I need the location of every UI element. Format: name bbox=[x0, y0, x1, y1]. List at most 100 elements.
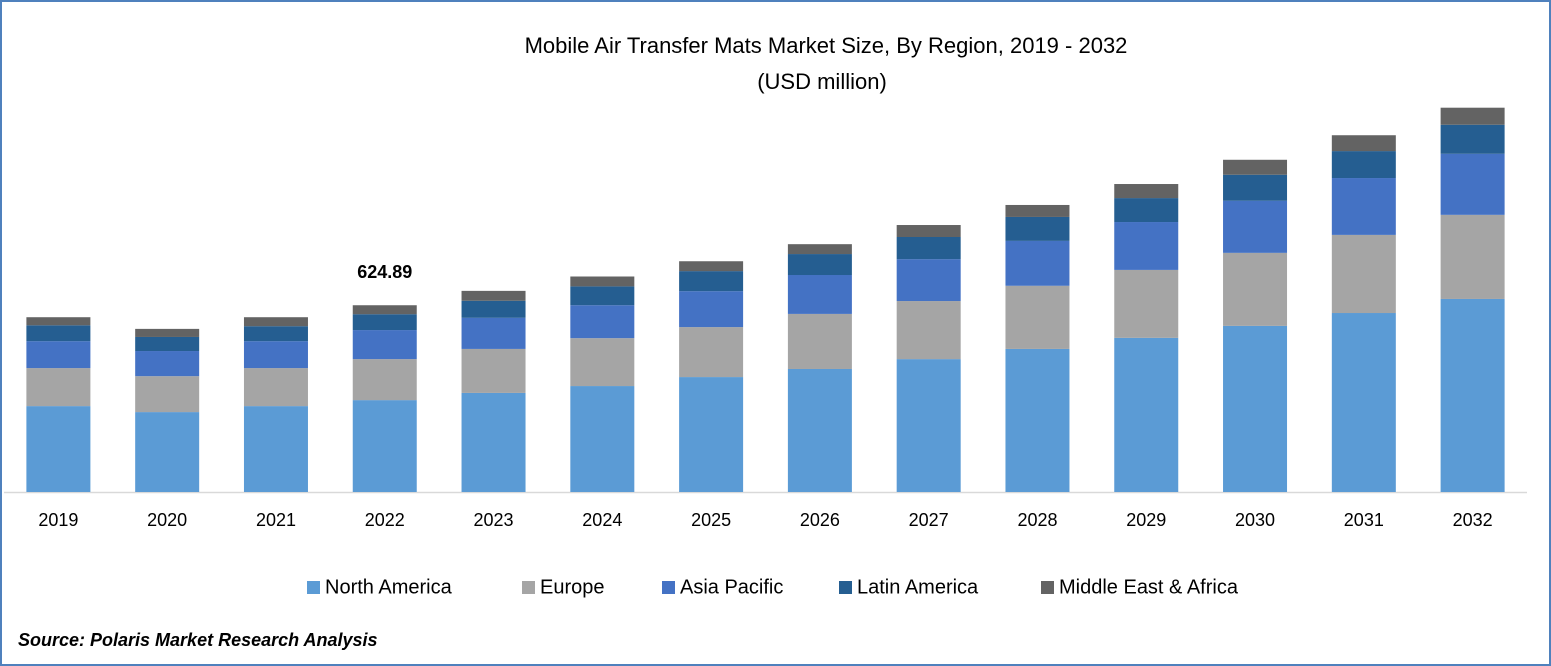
x-tick-label: 2023 bbox=[474, 510, 514, 530]
bar-segment bbox=[570, 305, 635, 339]
bar-segment bbox=[243, 341, 308, 369]
bar-segment bbox=[461, 348, 526, 393]
bar-segment bbox=[461, 300, 526, 318]
x-tick-label: 2027 bbox=[909, 510, 949, 530]
x-tick-label: 2021 bbox=[256, 510, 296, 530]
chart-subtitle: (USD million) bbox=[757, 69, 887, 94]
bar-segment bbox=[1440, 153, 1505, 215]
bar-segment bbox=[352, 400, 417, 492]
legend-swatch bbox=[662, 581, 675, 594]
bar-segment bbox=[1114, 198, 1179, 223]
bar-segment bbox=[1005, 285, 1070, 349]
bar-segment bbox=[1223, 159, 1288, 175]
bar-segment bbox=[1331, 313, 1396, 492]
x-tick-label: 2030 bbox=[1235, 510, 1275, 530]
bar-segment bbox=[1331, 234, 1396, 314]
bar-segment bbox=[26, 406, 91, 492]
bar-segment bbox=[1005, 216, 1070, 241]
bar-segment bbox=[787, 254, 852, 276]
bar-segment bbox=[1331, 151, 1396, 179]
bar-segment bbox=[26, 368, 91, 407]
bar-segment bbox=[243, 326, 308, 342]
bar-segment bbox=[135, 376, 200, 413]
bar-segment bbox=[352, 314, 417, 331]
legend-label: Middle East & Africa bbox=[1059, 576, 1239, 598]
legend-label: North America bbox=[325, 576, 453, 598]
bar-segment bbox=[243, 368, 308, 407]
bar-segment bbox=[135, 412, 200, 492]
bar-segment bbox=[135, 351, 200, 377]
bar-segment bbox=[896, 359, 961, 492]
x-tick-label: 2026 bbox=[800, 510, 840, 530]
legend-label: Latin America bbox=[857, 576, 979, 598]
bar-segment bbox=[352, 305, 417, 315]
bar-segment bbox=[1440, 107, 1505, 125]
x-tick-label: 2029 bbox=[1126, 510, 1166, 530]
legend-swatch bbox=[307, 581, 320, 594]
bar-segment bbox=[1331, 178, 1396, 235]
bar-segment bbox=[679, 291, 744, 328]
bar-segment bbox=[352, 359, 417, 401]
bar-segment bbox=[1440, 298, 1505, 492]
bar-segment bbox=[461, 290, 526, 301]
bar-segment bbox=[570, 338, 635, 387]
bar-segment bbox=[1114, 269, 1179, 338]
bar-segment bbox=[679, 377, 744, 492]
bar-segment bbox=[896, 259, 961, 302]
legend-swatch bbox=[1041, 581, 1054, 594]
bar-segment bbox=[135, 328, 200, 337]
bar-segment bbox=[1114, 337, 1179, 492]
bar-segment bbox=[1440, 214, 1505, 299]
x-tick-label: 2028 bbox=[1017, 510, 1057, 530]
bar-segment bbox=[896, 225, 961, 237]
bar-segment bbox=[787, 275, 852, 314]
legend-label: Europe bbox=[540, 576, 605, 598]
bar-segment bbox=[1223, 325, 1288, 492]
bar-segment bbox=[243, 406, 308, 492]
bar-segment bbox=[787, 244, 852, 255]
bar-segment bbox=[1331, 135, 1396, 152]
bar-segment bbox=[570, 286, 635, 306]
total-label: 624.89 bbox=[357, 262, 412, 282]
bar-segment bbox=[1005, 204, 1070, 217]
x-tick-label: 2031 bbox=[1344, 510, 1384, 530]
bar-segment bbox=[243, 317, 308, 327]
bar-segment bbox=[26, 317, 91, 326]
bar-segment bbox=[570, 386, 635, 492]
bar-segment bbox=[787, 368, 852, 492]
legend-swatch bbox=[522, 581, 535, 594]
legend-label: Asia Pacific bbox=[680, 576, 783, 598]
bar-segment bbox=[1005, 348, 1070, 492]
bar-segment bbox=[26, 325, 91, 342]
bar-segment bbox=[570, 276, 635, 287]
legend-swatch bbox=[839, 581, 852, 594]
x-tick-label: 2025 bbox=[691, 510, 731, 530]
bar-segment bbox=[679, 261, 744, 272]
bar-segment bbox=[1114, 184, 1179, 199]
bar-segment bbox=[461, 392, 526, 492]
x-tick-label: 2032 bbox=[1453, 510, 1493, 530]
x-tick-label: 2024 bbox=[582, 510, 622, 530]
bar-segment bbox=[787, 313, 852, 369]
bar-segment bbox=[1223, 200, 1288, 253]
bar-segment bbox=[26, 341, 91, 369]
bar-segment bbox=[1005, 240, 1070, 286]
x-tick-label: 2020 bbox=[147, 510, 187, 530]
bar-segment bbox=[896, 301, 961, 360]
bar-segment bbox=[135, 336, 200, 352]
bar-segment bbox=[896, 236, 961, 260]
bar-segment bbox=[1440, 124, 1505, 154]
bar-segment bbox=[352, 330, 417, 360]
x-tick-label: 2019 bbox=[38, 510, 78, 530]
bar-segment bbox=[679, 327, 744, 378]
bar-segment bbox=[1223, 174, 1288, 201]
bar-segment bbox=[1114, 222, 1179, 270]
bar-segment bbox=[1223, 252, 1288, 326]
bar-segment bbox=[679, 271, 744, 292]
chart-title: Mobile Air Transfer Mats Market Size, By… bbox=[525, 33, 1128, 58]
x-tick-label: 2022 bbox=[365, 510, 405, 530]
source: Source: Polaris Market Research Analysis bbox=[18, 630, 378, 650]
bar-segment bbox=[461, 317, 526, 349]
